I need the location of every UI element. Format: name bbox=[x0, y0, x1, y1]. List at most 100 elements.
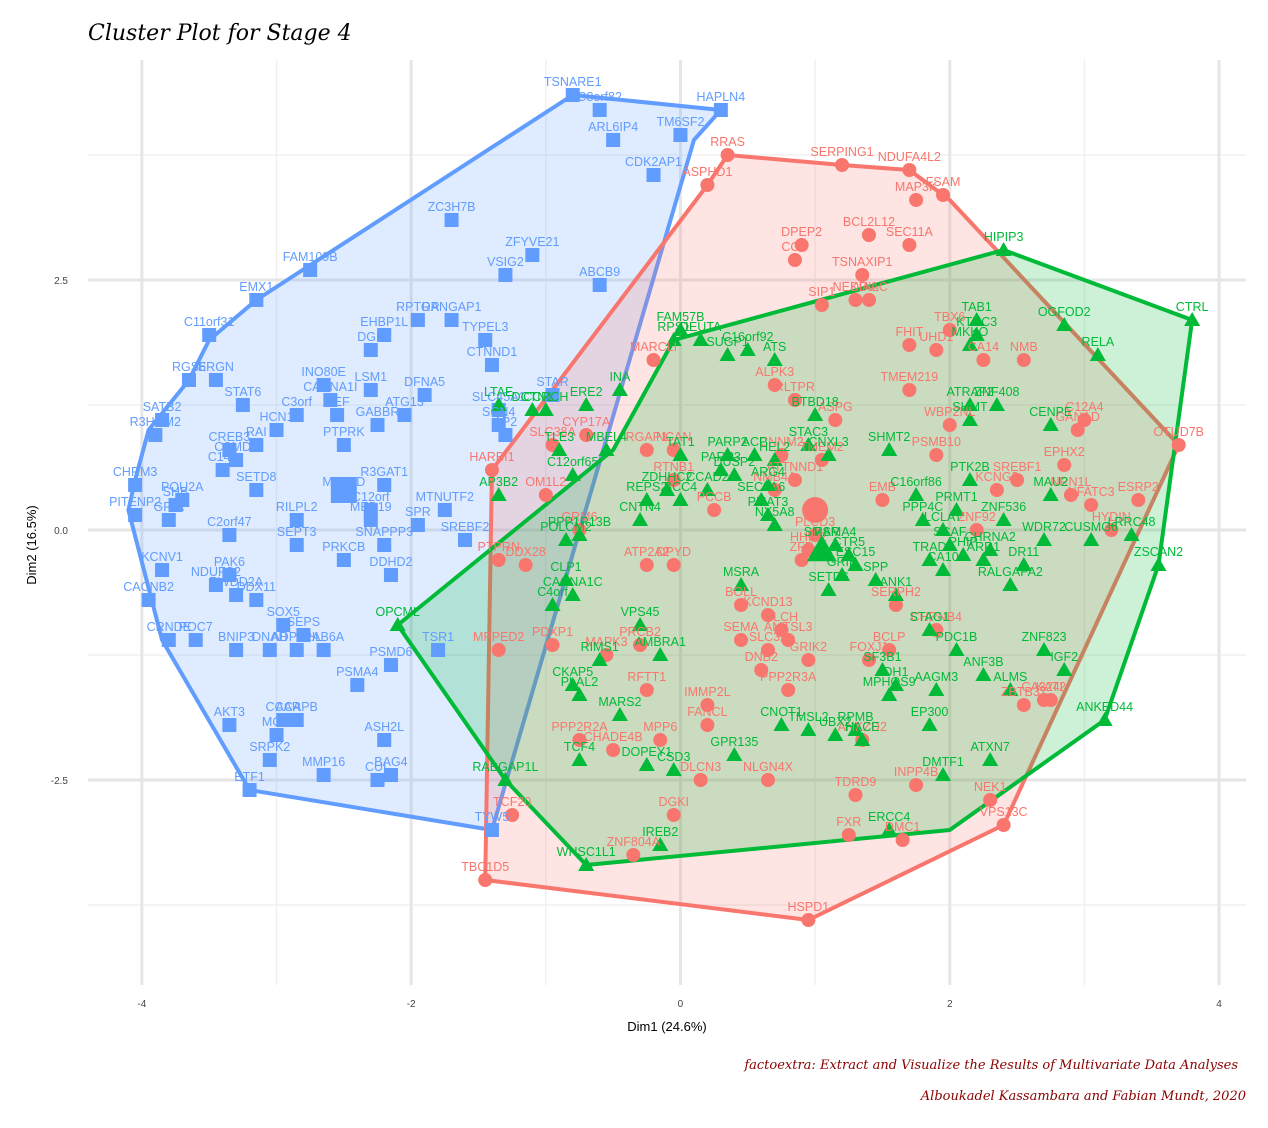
point-label: PHIP bbox=[949, 535, 978, 549]
point-label: PPP2R2A bbox=[551, 720, 608, 734]
point-label: NEK1 bbox=[974, 780, 1007, 794]
point-marker bbox=[875, 493, 890, 507]
point-label: CCU bbox=[781, 240, 808, 254]
point-label: DDX28 bbox=[505, 545, 545, 559]
point-label: STAR bbox=[536, 375, 568, 389]
cluster-center-1 bbox=[330, 477, 357, 503]
point-marker bbox=[848, 293, 863, 307]
point-label: FSAM bbox=[926, 175, 961, 189]
point-label: PARP3 bbox=[701, 450, 741, 464]
point-label: TCF4 bbox=[564, 740, 595, 754]
point-label: C16orf92 bbox=[722, 330, 773, 344]
point-marker bbox=[564, 466, 581, 482]
point-label: KIAAC bbox=[850, 280, 888, 294]
point-marker bbox=[592, 278, 607, 292]
point-label: MARS2 bbox=[598, 695, 641, 709]
point-label: CA324L bbox=[1021, 680, 1066, 694]
point-marker bbox=[336, 553, 351, 567]
point-label: PSMA4 bbox=[336, 665, 378, 679]
point-label: NDUFA4L2 bbox=[878, 150, 941, 164]
point-marker bbox=[410, 518, 425, 532]
point-label: ZSCAN2 bbox=[1134, 545, 1183, 559]
point-marker bbox=[383, 568, 398, 582]
point-label: WBP2NL bbox=[924, 405, 975, 419]
point-label: C14o bbox=[208, 450, 238, 464]
point-label: CCAR bbox=[266, 700, 301, 714]
point-label: STAT6 bbox=[224, 385, 261, 399]
point-marker bbox=[673, 128, 688, 142]
point-marker bbox=[490, 396, 507, 412]
point-marker bbox=[902, 338, 917, 352]
point-marker bbox=[1123, 526, 1140, 542]
point-label: INO80E bbox=[301, 365, 345, 379]
point-marker bbox=[902, 238, 917, 252]
point-marker bbox=[653, 733, 668, 747]
point-label: ATXN7 bbox=[970, 740, 1009, 754]
point-marker bbox=[908, 486, 925, 502]
point-label: FOXJ1 bbox=[850, 640, 889, 654]
point-label: DGK bbox=[357, 330, 385, 344]
point-marker bbox=[968, 326, 985, 342]
point-label: HHIP2 bbox=[790, 530, 827, 544]
point-marker bbox=[961, 411, 979, 427]
point-marker bbox=[800, 436, 817, 452]
point-marker bbox=[141, 593, 156, 607]
point-marker bbox=[995, 241, 1012, 257]
point-marker bbox=[377, 478, 392, 492]
point-marker bbox=[934, 561, 952, 577]
x-tick-label: 4 bbox=[1216, 999, 1222, 1010]
point-marker bbox=[934, 521, 952, 537]
point-marker bbox=[377, 328, 392, 342]
point-label: DNB2 bbox=[745, 650, 778, 664]
point-marker bbox=[161, 513, 176, 527]
point-label: CNOT1 bbox=[760, 705, 802, 719]
point-label: CTRL bbox=[1176, 300, 1209, 314]
point-marker bbox=[767, 378, 782, 392]
point-label: ATP2A2 bbox=[624, 545, 670, 559]
point-label: TSNAXIP1 bbox=[832, 255, 892, 269]
point-marker bbox=[276, 713, 291, 727]
point-marker bbox=[929, 343, 944, 357]
point-label: POC7 bbox=[179, 620, 213, 634]
point-label: CACNB2 bbox=[123, 580, 174, 594]
point-marker bbox=[626, 848, 641, 862]
point-label: CUL bbox=[365, 760, 390, 774]
point-label: C8orf82 bbox=[577, 90, 622, 104]
point-label: MPPED2 bbox=[473, 630, 524, 644]
point-marker bbox=[458, 533, 473, 547]
point-marker bbox=[638, 491, 655, 507]
point-marker bbox=[753, 491, 770, 507]
point-marker bbox=[417, 388, 432, 402]
point-marker bbox=[289, 538, 304, 552]
point-label: MED19 bbox=[350, 500, 392, 514]
point-marker bbox=[1015, 556, 1032, 572]
point-label: C4orf bbox=[537, 585, 568, 599]
y-tick-label: -2.5 bbox=[51, 776, 69, 787]
point-label: HACE bbox=[845, 720, 880, 734]
point-marker bbox=[733, 576, 750, 592]
point-marker bbox=[606, 743, 621, 757]
point-marker bbox=[902, 163, 917, 177]
point-marker bbox=[948, 501, 965, 517]
point-label: NEDDIL bbox=[833, 280, 879, 294]
point-marker bbox=[847, 721, 864, 737]
point-label: SPP bbox=[863, 560, 888, 574]
point-marker bbox=[882, 643, 897, 657]
point-marker bbox=[760, 643, 775, 657]
point-label: RANGAP1 bbox=[422, 300, 482, 314]
point-label: GRIK2 bbox=[790, 640, 828, 654]
point-label: NRN1L bbox=[1050, 475, 1091, 489]
point-label: LCLAT bbox=[924, 510, 962, 524]
point-label: CA14 bbox=[968, 340, 999, 354]
point-label: ZNF92 bbox=[958, 510, 996, 524]
point-label: SREBF2 bbox=[441, 520, 490, 534]
point-marker bbox=[928, 681, 945, 697]
point-label: WHSC1L1 bbox=[557, 845, 616, 859]
point-label: IREB2 bbox=[642, 825, 678, 839]
point-label: ERCC4 bbox=[868, 810, 910, 824]
point-label: GRM6 bbox=[561, 510, 597, 524]
point-label: SHMT bbox=[952, 400, 988, 414]
point-marker bbox=[611, 706, 628, 722]
point-marker bbox=[968, 311, 985, 327]
